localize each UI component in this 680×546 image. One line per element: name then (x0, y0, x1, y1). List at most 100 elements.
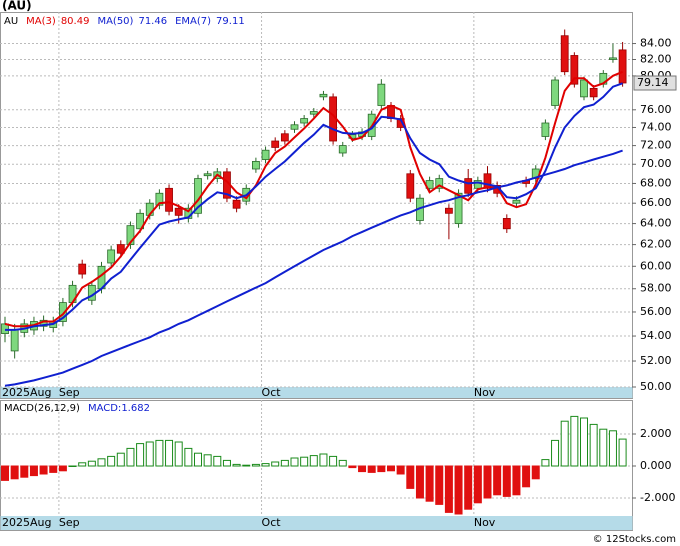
candle-body (483, 173, 492, 189)
legend-name: MACD: (88, 403, 121, 414)
macd-bar (232, 463, 241, 467)
candle-body (232, 199, 241, 209)
candle-body (290, 124, 299, 130)
ma-line (5, 82, 623, 331)
macd-bar (126, 447, 135, 467)
price-label: 79.14 (637, 76, 669, 89)
macd-bar (608, 430, 617, 467)
macd-bar (348, 465, 357, 469)
legend-title: MACD(26,12,9) (4, 403, 80, 414)
candle-body (136, 212, 145, 230)
y-tick-label: 68.00 (640, 176, 672, 189)
candle-body (174, 207, 183, 216)
legend: MACD(26,12,9) MACD:1.682 (4, 403, 150, 414)
candle-body (338, 145, 347, 154)
macd-bar (174, 441, 183, 467)
legend-name: EMA(7) (175, 16, 211, 27)
macd-bar (242, 464, 251, 467)
macd-bar (329, 455, 338, 467)
x-tick-label: 2025Aug (2, 386, 51, 399)
macd-bar (406, 465, 415, 489)
legend: AU MA(3) 80.49 MA(50) 71.46 EMA(7) 79.11 (4, 16, 245, 27)
candle-body (165, 187, 173, 212)
macd-bar (116, 452, 125, 467)
candle-body (377, 83, 386, 106)
ma-line (4, 70, 623, 328)
macd-bar (589, 423, 598, 467)
macd-bar (271, 461, 280, 467)
y-tick-label: 64.00 (640, 217, 672, 230)
macd-bar (531, 465, 540, 480)
chart-title: (AU) (2, 0, 32, 13)
macd-bar (251, 463, 260, 467)
macd-bar (309, 455, 318, 467)
macd-bar (522, 465, 531, 488)
macd-bar (87, 460, 96, 467)
macd-bar (78, 462, 87, 467)
candle-body (570, 55, 579, 85)
y-tick-label: 76.00 (640, 103, 672, 116)
y-tick-label: 50.00 (640, 380, 672, 393)
macd-bar (570, 415, 579, 467)
legend-symbol: AU (4, 16, 18, 27)
macd-bar (560, 420, 569, 467)
macd-bar (203, 454, 212, 467)
candle-body (454, 192, 463, 224)
candle-body (435, 178, 444, 189)
macd-bar (58, 465, 67, 472)
legend-value: 1.682 (121, 403, 150, 414)
macd-bar (551, 439, 560, 467)
candle-body (107, 249, 116, 264)
candle-body (203, 173, 212, 177)
legend-value: 80.49 (61, 16, 90, 27)
y-tick-label: 66.00 (640, 196, 672, 209)
y-tick-label: 54.00 (640, 329, 672, 342)
macd-bar (319, 453, 328, 467)
macd-bar (194, 452, 202, 467)
macd-bar (10, 465, 19, 480)
y-tick-label: 52.00 (640, 354, 672, 367)
x-tick-label: Oct (262, 516, 282, 529)
candle-body (551, 79, 559, 106)
candle-body (444, 207, 453, 214)
macd-bar (464, 465, 473, 510)
macd-bar (68, 465, 77, 467)
x-tick-label: Sep (59, 386, 80, 399)
macd-bar (435, 465, 444, 505)
macd-bar (49, 465, 58, 473)
macd-bar (396, 465, 405, 475)
date-band (0, 387, 633, 398)
macd-bar (415, 465, 424, 499)
candle-body (309, 111, 318, 115)
candle-body (589, 87, 598, 98)
macd-bar (358, 465, 367, 473)
macd-bar (107, 455, 116, 467)
macd-bar (387, 465, 395, 472)
price-panel (0, 12, 633, 399)
y-tick-label: 74.00 (640, 120, 672, 133)
macd-bar (261, 463, 270, 467)
macd-bar (280, 459, 289, 467)
y-tick-label: 0.000 (640, 459, 672, 472)
candle-body (155, 192, 164, 206)
y-tick-label: 58.00 (640, 282, 672, 295)
legend-value: 71.46 (138, 16, 167, 27)
macd-bar (136, 443, 145, 467)
macd-bar (338, 459, 347, 467)
candle-body (78, 263, 87, 275)
candle-body (560, 35, 569, 73)
y-tick-label: 60.00 (640, 259, 672, 272)
macd-bar (222, 459, 231, 467)
candle-body (541, 122, 550, 137)
macd-bar (1, 465, 9, 481)
macd-bar (377, 465, 386, 473)
legend-name: MA(3) (26, 16, 56, 27)
candle-body (126, 225, 135, 245)
macd-bar (454, 465, 463, 515)
macd-bar (290, 457, 299, 467)
candle-body (580, 79, 588, 98)
macd-bar (483, 465, 492, 499)
credit: © 12Stocks.com (593, 534, 676, 545)
legend-value: 79.11 (216, 16, 245, 27)
